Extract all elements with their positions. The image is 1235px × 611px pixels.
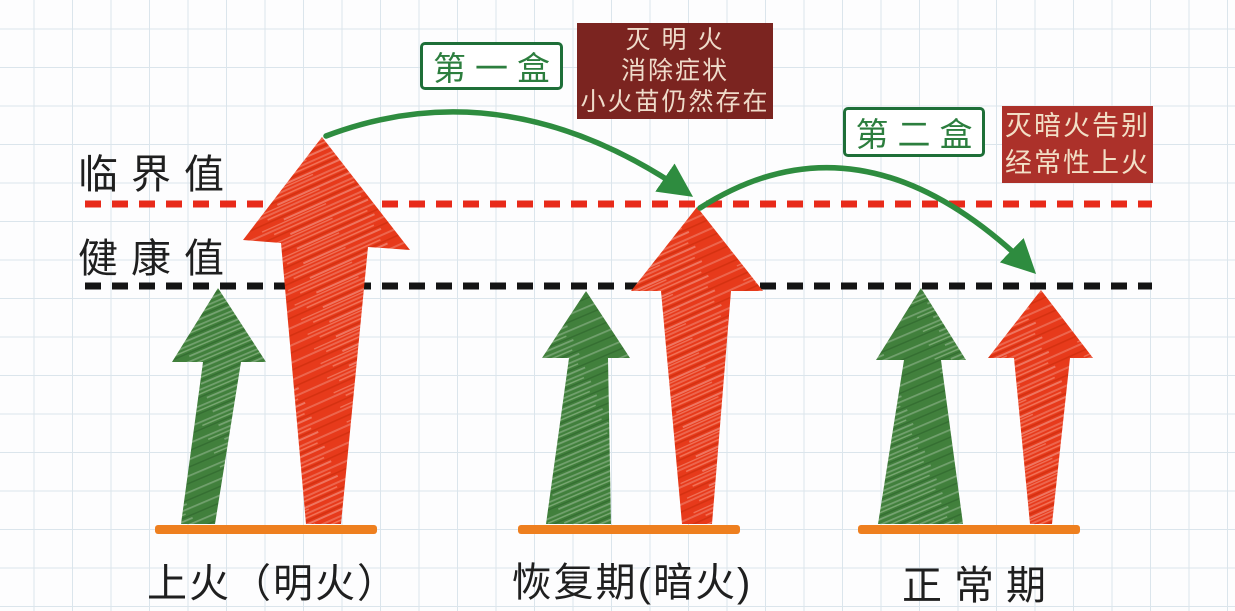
note-line: 灭 明 火 xyxy=(625,25,725,54)
stage1-green-arrow xyxy=(172,288,266,524)
stage2-red-arrow xyxy=(631,207,763,524)
stage1-baseline xyxy=(155,525,377,534)
stage3-green-arrow xyxy=(876,288,966,524)
stage2-label: 恢复期(暗火) xyxy=(511,561,753,605)
note-line: 消除症状 xyxy=(620,56,729,85)
flow-curve-step1-icon xyxy=(323,109,694,197)
flow-curve-step2-icon xyxy=(697,164,1037,274)
second-box-tag-label: 第二盒 xyxy=(855,116,982,153)
note-line: 经常性上火 xyxy=(1005,147,1150,178)
second-box-tag: 第二盒 xyxy=(843,107,985,157)
healthy-value-label: 健康值 xyxy=(78,237,237,281)
stage1-red-arrow xyxy=(243,137,410,524)
stage2-baseline xyxy=(518,525,740,534)
stage2-green-arrow xyxy=(542,291,630,524)
first-box-tag-label: 第一盒 xyxy=(433,50,559,87)
stage3-baseline xyxy=(858,525,1080,534)
first-box-tag: 第一盒 xyxy=(420,42,563,90)
first-box-note: 灭 明 火 消除症状 小火苗仍然存在 xyxy=(577,23,773,119)
stage3-red-arrow xyxy=(988,290,1093,524)
note-line: 灭暗火告别 xyxy=(1005,110,1150,141)
stage3-label: 正常期 xyxy=(902,564,1058,608)
second-box-note: 灭暗火告别 经常性上火 xyxy=(1002,106,1153,183)
stage1-label: 上火（明火） xyxy=(147,562,399,606)
note-line: 小火苗仍然存在 xyxy=(580,87,770,116)
critical-value-label: 临界值 xyxy=(78,153,237,197)
